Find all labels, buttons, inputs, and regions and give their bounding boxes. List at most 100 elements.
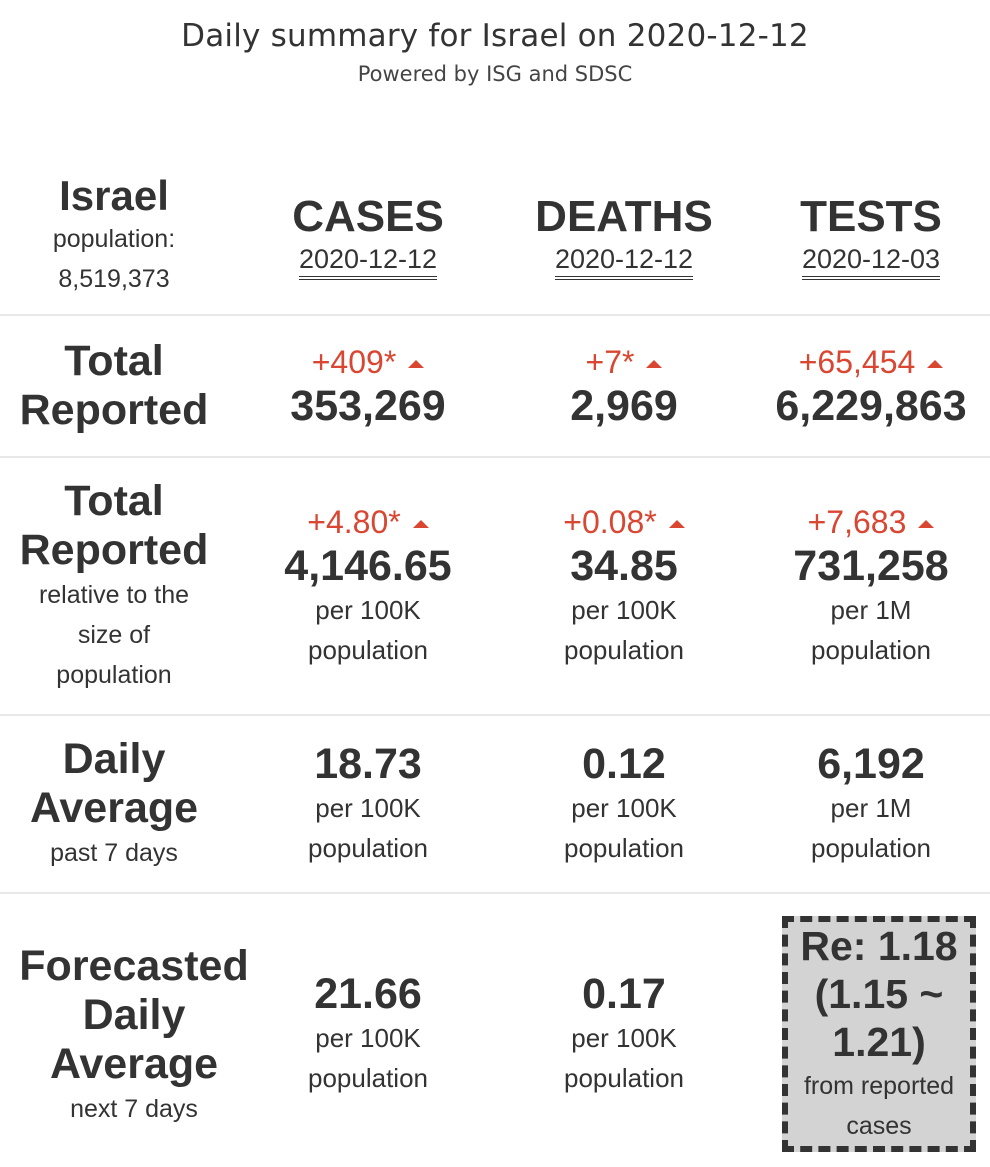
cases-total-cell: +409* 353,269 <box>240 316 496 456</box>
column-header-row: Israel population: 8,519,373 CASES 2020-… <box>0 160 990 312</box>
cases-date: 2020-12-12 <box>298 242 438 280</box>
relative-label-line1: Total <box>64 477 164 525</box>
tests-relative-cell: +7,683 731,258 per 1M population <box>752 458 990 714</box>
total-reported-label-line2: Reported <box>19 386 209 434</box>
deaths-relative-cell: +0.08* 34.85 per 100K population <box>496 458 752 714</box>
deaths-header: DEATHS 2020-12-12 <box>496 160 752 312</box>
total-reported-label: Total Reported <box>0 316 228 456</box>
re-range-low: (1.15 ~ <box>814 971 944 1017</box>
cases-relative-unit2: population <box>308 635 428 665</box>
deaths-daily-unit2: population <box>564 833 684 863</box>
relative-sub-line1: relative to the <box>38 581 190 609</box>
deaths-forecast-unit2: population <box>564 1063 684 1093</box>
cases-relative-delta-text: +4.80* <box>307 504 401 540</box>
re-value: Re: 1.18 <box>800 923 958 969</box>
relative-sub-line2: size of <box>77 621 151 649</box>
deaths-forecast-value: 0.17 <box>582 970 666 1018</box>
tests-total-cell: +65,454 6,229,863 <box>752 316 990 456</box>
forecast-label-line3: Average <box>49 1040 219 1088</box>
forecast-label: Forecasted Daily Average next 7 days <box>0 894 268 1167</box>
relative-label-line2: Reported <box>19 526 209 574</box>
deaths-relative-delta: +0.08* <box>563 502 685 542</box>
total-reported-label-line1: Total <box>64 337 164 385</box>
deaths-total-cell: +7* 2,969 <box>496 316 752 456</box>
tests-relative-unit2: population <box>811 635 931 665</box>
forecast-label-line2: Daily <box>82 991 186 1039</box>
cases-daily-cell: 18.73 per 100K population <box>240 716 496 892</box>
deaths-daily-value: 0.12 <box>582 740 666 788</box>
re-estimate-box: Re: 1.18 (1.15 ~ 1.21) from reported cas… <box>782 916 976 1152</box>
deaths-relative-unit1: per 100K <box>571 595 677 625</box>
cases-total-value: 353,269 <box>290 382 446 430</box>
page-title: Daily summary for Israel on 2020-12-12 <box>181 18 809 54</box>
country-name: Israel <box>59 172 169 219</box>
tests-relative-delta: +7,683 <box>808 502 935 542</box>
daily-average-label: Daily Average past 7 days <box>0 716 228 892</box>
deaths-daily-unit1: per 100K <box>571 793 677 823</box>
cases-daily-unit1: per 100K <box>315 793 421 823</box>
triangle-up-icon <box>918 520 935 528</box>
cases-forecast-cell: 21.66 per 100K population <box>240 894 496 1167</box>
deaths-total-delta: +7* <box>586 342 663 382</box>
tests-relative-delta-text: +7,683 <box>807 504 907 540</box>
cases-forecast-unit1: per 100K <box>315 1023 421 1053</box>
tests-header: TESTS 2020-12-03 <box>752 160 990 312</box>
re-range-high: 1.21) <box>832 1019 926 1065</box>
daily-average-sub: past 7 days <box>50 839 178 867</box>
cases-forecast-unit2: population <box>308 1063 428 1093</box>
population-label: population: <box>52 225 176 253</box>
tests-date: 2020-12-03 <box>801 242 941 280</box>
deaths-daily-cell: 0.12 per 100K population <box>496 716 752 892</box>
tests-daily-value: 6,192 <box>817 740 925 788</box>
total-reported-row: Total Reported +409* 353,269 +7* 2,969 +… <box>0 314 990 456</box>
country-cell: Israel population: 8,519,373 <box>0 160 228 312</box>
cases-relative-unit1: per 100K <box>315 595 421 625</box>
deaths-date: 2020-12-12 <box>554 242 694 280</box>
relative-label: Total Reported relative to the size of p… <box>0 458 228 714</box>
forecast-row: Forecasted Daily Average next 7 days 21.… <box>0 892 990 1167</box>
tests-total-delta-text: +65,454 <box>798 344 916 380</box>
cases-title: CASES <box>292 192 444 241</box>
tests-daily-unit1: per 1M <box>830 793 912 823</box>
cases-daily-unit2: population <box>308 833 428 863</box>
tests-relative-value: 731,258 <box>793 542 949 590</box>
triangle-up-icon <box>668 520 685 528</box>
cases-relative-value: 4,146.65 <box>284 542 452 590</box>
population-value: 8,519,373 <box>58 265 170 293</box>
cases-total-delta: +409* <box>312 342 425 382</box>
deaths-forecast-unit1: per 100K <box>571 1023 677 1053</box>
tests-total-value: 6,229,863 <box>775 382 967 430</box>
deaths-title: DEATHS <box>535 192 713 241</box>
cases-header: CASES 2020-12-12 <box>240 160 496 312</box>
daily-average-label-line2: Average <box>29 784 199 832</box>
deaths-relative-unit2: population <box>564 635 684 665</box>
re-source-line1: from reported <box>803 1072 955 1100</box>
tests-title: TESTS <box>800 192 942 241</box>
page-subtitle: Powered by ISG and SDSC <box>357 62 633 86</box>
deaths-total-delta-text: +7* <box>585 344 635 380</box>
tests-daily-unit2: population <box>811 833 931 863</box>
deaths-forecast-cell: 0.17 per 100K population <box>496 894 752 1167</box>
triangle-up-icon <box>927 360 944 368</box>
forecast-sub: next 7 days <box>70 1095 198 1123</box>
cases-relative-cell: +4.80* 4,146.65 per 100K population <box>240 458 496 714</box>
cases-daily-value: 18.73 <box>314 740 422 788</box>
tests-total-delta: +65,454 <box>799 342 944 382</box>
tests-daily-cell: 6,192 per 1M population <box>752 716 990 892</box>
daily-average-row: Daily Average past 7 days 18.73 per 100K… <box>0 714 990 892</box>
daily-average-label-line1: Daily <box>62 735 166 783</box>
cases-total-delta-text: +409* <box>311 344 397 380</box>
cases-relative-delta: +4.80* <box>307 502 429 542</box>
deaths-total-value: 2,969 <box>570 382 678 430</box>
triangle-up-icon <box>646 360 663 368</box>
deaths-relative-value: 34.85 <box>570 542 678 590</box>
forecast-label-line1: Forecasted <box>19 942 249 990</box>
cases-forecast-value: 21.66 <box>314 970 422 1018</box>
deaths-relative-delta-text: +0.08* <box>563 504 657 540</box>
re-source-line2: cases <box>846 1112 912 1140</box>
triangle-up-icon <box>412 520 429 528</box>
relative-sub-line3: population <box>56 661 172 689</box>
relative-row: Total Reported relative to the size of p… <box>0 456 990 714</box>
tests-relative-unit1: per 1M <box>830 595 912 625</box>
triangle-up-icon <box>408 360 425 368</box>
